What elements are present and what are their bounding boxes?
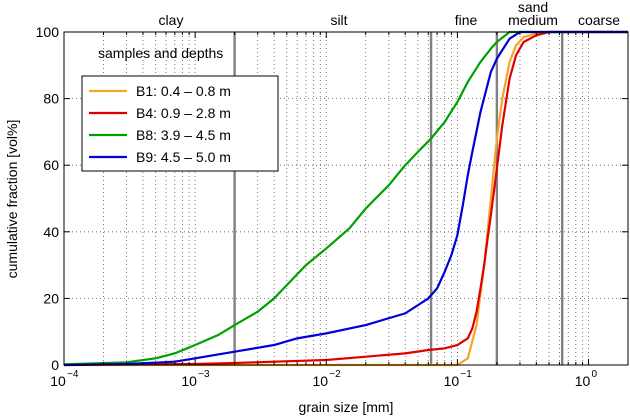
series-line-4 <box>63 30 628 367</box>
y-tick-label: 60 <box>43 157 59 173</box>
legend: samples and depths B1: 0.4 – 0.8 m B4: 0.… <box>81 45 279 172</box>
y-tick-label: 0 <box>51 357 59 373</box>
x-tick-exponent: −3 <box>198 369 210 380</box>
legend-label-3: B8: 3.9 – 4.5 m <box>136 127 231 143</box>
class-label-medium: medium <box>508 12 558 28</box>
class-label-sand: sand <box>518 0 548 15</box>
x-tick-exponent: −2 <box>329 369 341 380</box>
legend-label-4: B9: 4.5 – 5.0 m <box>136 149 231 165</box>
x-tick-label: 10 <box>444 373 460 389</box>
x-tick-exponent: −4 <box>67 369 79 380</box>
y-tick-label: 40 <box>43 224 59 240</box>
x-tick-exponent: −1 <box>460 369 472 380</box>
class-label-fine: fine <box>455 12 478 28</box>
legend-title: samples and depths <box>98 45 223 61</box>
series-lines <box>63 30 628 367</box>
y-tick-label: 80 <box>43 91 59 107</box>
legend-label-1: B1: 0.4 – 0.8 m <box>136 83 231 99</box>
legend-entries: B1: 0.4 – 0.8 m B4: 0.9 – 2.8 m B8: 3.9 – … <box>89 83 231 165</box>
y-tick-label: 100 <box>36 24 60 40</box>
series-line-1 <box>64 30 628 367</box>
class-label-clay: clay <box>159 12 184 28</box>
legend-label-2: B4: 0.9 – 2.8 m <box>136 105 231 121</box>
y-tick-label: 20 <box>43 290 59 306</box>
x-tick-label: 10 <box>575 373 591 389</box>
x-tick-label: 10 <box>181 373 197 389</box>
x-tick-exponent: 0 <box>592 369 598 380</box>
y-axis-label: cumulative fraction [vol%] <box>4 120 20 279</box>
x-axis-label: grain size [mm] <box>299 399 394 415</box>
x-tick-label: 10 <box>312 373 328 389</box>
x-tick-label: 10 <box>50 373 66 389</box>
series-line-3 <box>63 30 628 366</box>
plot-frame <box>63 31 629 366</box>
class-label-coarse: coarse <box>578 12 620 28</box>
class-label-silt: silt <box>330 12 347 28</box>
